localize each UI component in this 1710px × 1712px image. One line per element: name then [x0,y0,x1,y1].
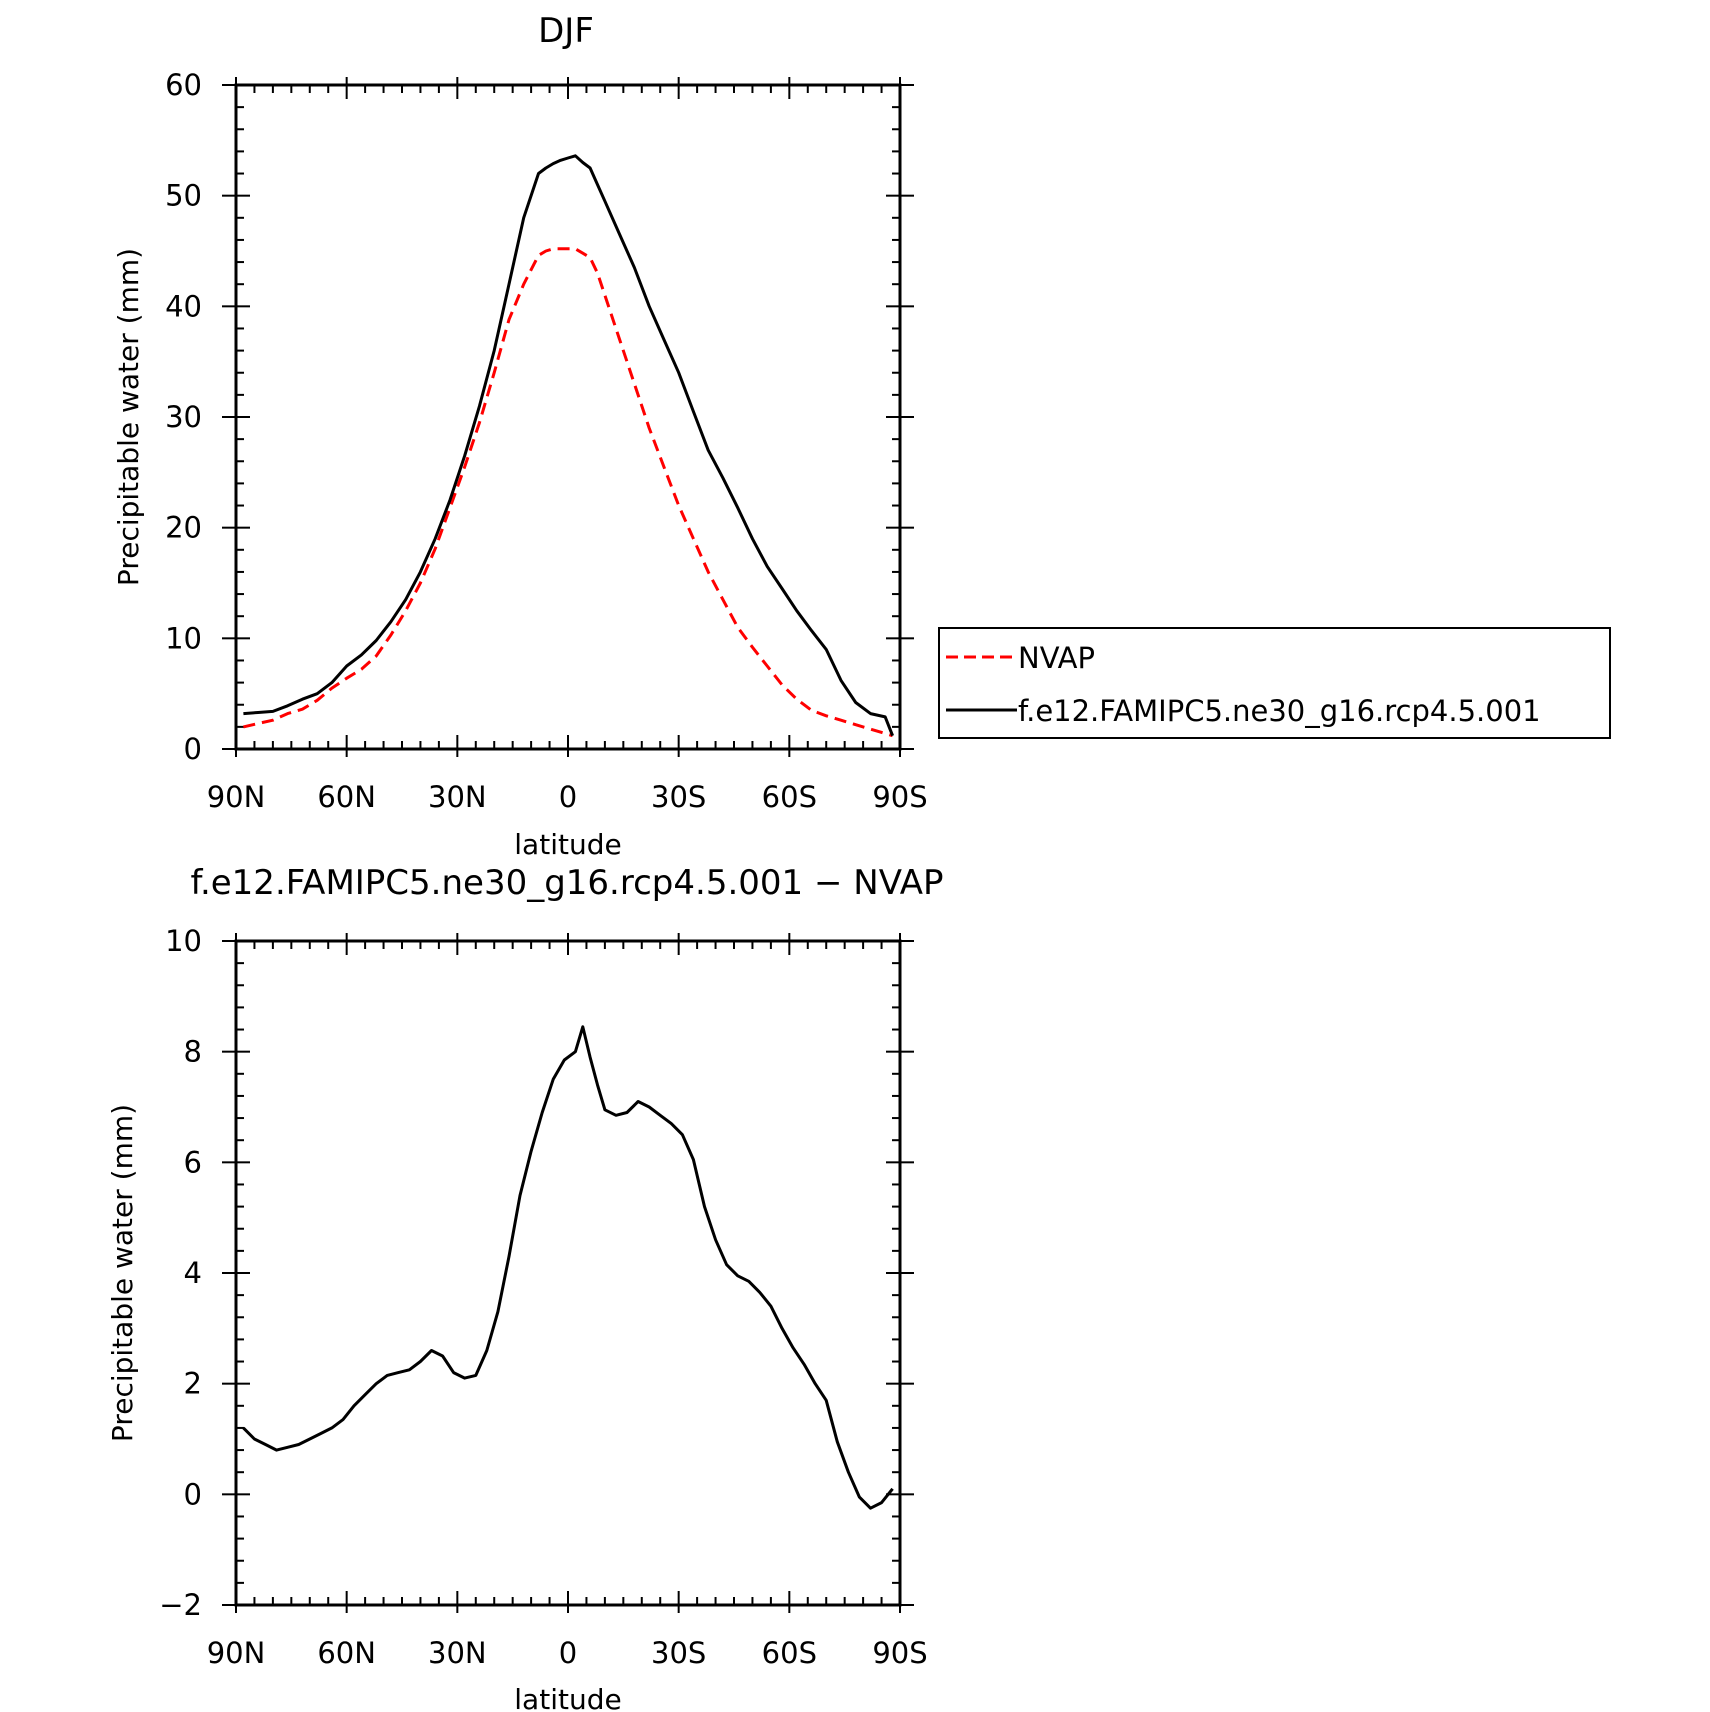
x-tick-label: 30S [651,780,706,814]
x-tick-label: 90N [207,780,266,814]
x-tick-label: 60S [762,780,817,814]
legend: NVAP f.e12.FAMIPC5.ne30_g16.rcp4.5.001 [938,627,1611,739]
series-lines [243,154,894,738]
legend-label-model: f.e12.FAMIPC5.ne30_g16.rcp4.5.001 [1018,694,1541,728]
y-tick-label: 10 [165,924,202,958]
series-line-nvap [243,247,894,738]
y-tick-label: 2 [184,1367,202,1401]
x-tick-label: 60S [762,1636,817,1670]
y-tick-label: 0 [184,732,202,766]
y-tick-label: 4 [184,1256,202,1290]
y-tick-label: 10 [165,621,202,655]
x-tick-label: 0 [559,780,577,814]
x-tick-label: 30N [428,1636,487,1670]
y-tick-label: 0 [184,1477,202,1511]
x-tick-label: 90S [872,780,927,814]
x-tick-label: 30S [651,1636,706,1670]
axis-ticks: 90N 60N 30N 0 30S 60S 90S −2 0 2 4 6 8 10 [159,924,927,1670]
x-tick-label: 90N [207,1636,266,1670]
panel-title: DJF [538,11,594,51]
y-tick-label: 40 [165,289,202,323]
x-tick-label: 0 [559,1636,577,1670]
y-axis-label: Precipitable water (mm) [106,1104,139,1442]
legend-label-nvap: NVAP [1018,641,1095,675]
y-tick-label: 20 [165,511,202,545]
x-tick-label: 60N [317,780,376,814]
x-axis-label: latitude [514,828,621,861]
x-tick-label: 30N [428,780,487,814]
series-line-model [242,1025,894,1510]
legend-box [938,627,1611,739]
plot-frame [234,939,902,1607]
plot-frame [234,83,902,751]
series-line-model [243,154,894,737]
axis-ticks: 90N 60N 30N 0 30S 60S 90S 0 10 20 30 40 50 60 [165,68,928,814]
series-lines [242,1025,894,1510]
panel-title: f.e12.FAMIPC5.ne30_g16.rcp4.5.001 − NVAP [190,863,943,903]
y-tick-label: 30 [165,400,202,434]
y-tick-label: 8 [184,1035,202,1069]
x-axis-label: latitude [514,1683,621,1712]
y-tick-label: 50 [165,179,202,213]
y-axis-label: Precipitable water (mm) [112,248,145,586]
x-tick-label: 90S [872,1636,927,1670]
y-tick-label: 6 [184,1145,202,1179]
x-tick-label: 60N [317,1636,376,1670]
difference-panel: f.e12.FAMIPC5.ne30_g16.rcp4.5.001 − NVAP… [106,863,944,1712]
djf-panel: DJF 90N 60N 30N 0 30S 60S 90S 0 10 20 30 40 50 60 lat… [112,11,928,861]
y-tick-label: 60 [165,68,202,102]
y-tick-label: −2 [159,1588,202,1622]
